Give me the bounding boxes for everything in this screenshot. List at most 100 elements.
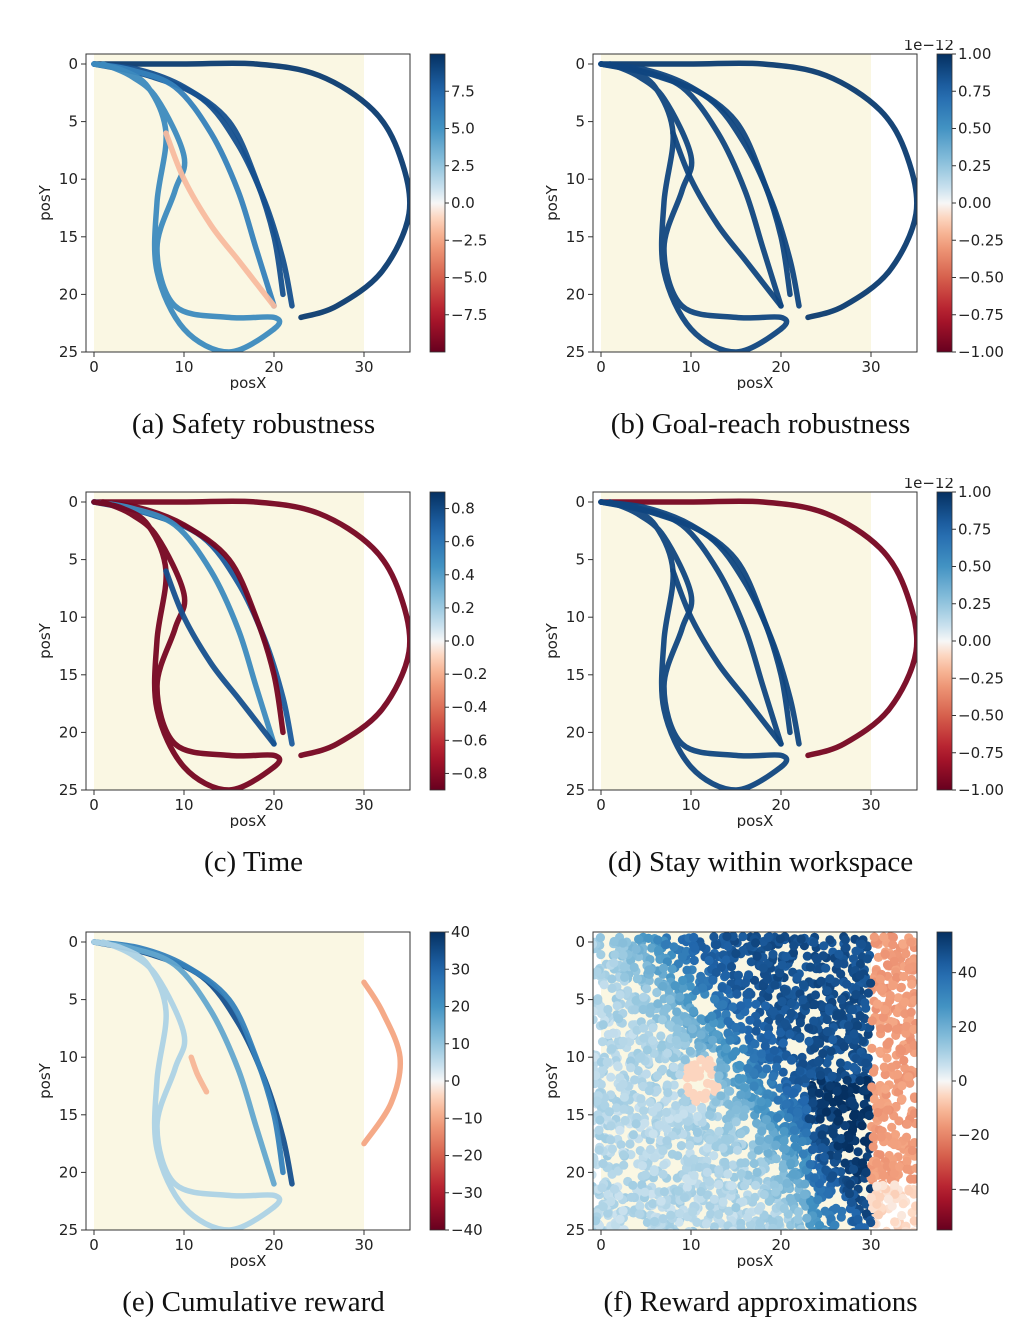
- chart-f-point: [727, 1181, 737, 1191]
- chart-f-point: [892, 1024, 902, 1034]
- chart-f-point: [805, 1159, 815, 1169]
- chart-f-point: [658, 1169, 668, 1179]
- chart-f-point: [645, 1144, 656, 1155]
- chart-f-point: [840, 935, 850, 945]
- chart-f-point: [619, 962, 629, 972]
- chart-c-y-axis-label: posY: [36, 622, 54, 659]
- chart-a-colorbar-tick-label: 7.5: [451, 82, 475, 100]
- chart-c-colorbar-tick-label: 0.8: [451, 500, 475, 518]
- chart-f-colorbar-tick-label: 20: [958, 1018, 977, 1036]
- chart-f-point: [696, 1186, 706, 1197]
- chart-a-workspace-region: [94, 54, 364, 352]
- chart-b-trajectory-6: [670, 130, 784, 309]
- chart-f-point: [828, 1171, 838, 1181]
- chart-f-point: [728, 1051, 738, 1061]
- chart-f-point: [649, 1216, 660, 1227]
- chart-f-point: [867, 1016, 877, 1026]
- chart-f-point: [777, 960, 787, 970]
- chart-f-point: [899, 1055, 909, 1066]
- chart-f-point: [658, 963, 669, 973]
- chart-f-point: [639, 1023, 649, 1033]
- chart-f-point: [892, 972, 902, 983]
- chart-f-point: [765, 1053, 775, 1063]
- chart-c-trajectory-6: [163, 568, 277, 747]
- chart-f-point: [606, 1135, 616, 1145]
- chart-f-point: [647, 1227, 656, 1230]
- chart-f-point: [746, 957, 756, 967]
- chart-f-point: [666, 1210, 676, 1220]
- chart-d-plot-frame: [592, 491, 918, 791]
- chart-e-colorbar-tick-label: 30: [451, 960, 470, 978]
- chart-f-point: [867, 1043, 877, 1053]
- chart-a-trajectory-4: [91, 61, 277, 309]
- chart-f-point: [844, 1189, 855, 1199]
- panel-c: 0 10 20 30 0 5 10 15 20 25 posX posY 0.8 0.6 0.4 0.2 0.0…: [0, 478, 507, 888]
- chart-e-colorbar-tick-label: −30: [451, 1184, 483, 1202]
- chart-f-point: [644, 1086, 654, 1096]
- chart-f-point: [708, 975, 718, 985]
- chart-f-point: [593, 1015, 598, 1025]
- chart-f-point: [613, 1014, 624, 1024]
- chart-f-point: [603, 1004, 613, 1015]
- chart-f-point: [682, 1116, 692, 1126]
- chart-a-colorbar-tick-label: −5.0: [451, 269, 487, 287]
- chart-f-point: [633, 952, 644, 962]
- chart-f-point: [771, 1140, 781, 1150]
- chart-b-y-tick-label: 0: [575, 55, 585, 73]
- chart-f-point: [749, 1053, 759, 1064]
- chart-f-point: [744, 1033, 754, 1043]
- chart-f-point: [903, 1072, 914, 1082]
- chart-f-point: [659, 1160, 669, 1170]
- chart-f-point: [781, 1099, 791, 1109]
- chart-f-point: [814, 1088, 824, 1098]
- chart-f-point: [593, 1078, 600, 1089]
- chart-f-point: [818, 951, 828, 961]
- chart-f-point: [889, 956, 899, 966]
- chart-f-point: [800, 1179, 810, 1189]
- chart-f-point: [665, 994, 675, 1004]
- chart-c-y-tick-label: 20: [59, 723, 78, 741]
- chart-f-point: [723, 941, 733, 951]
- chart-f-point: [789, 941, 799, 951]
- chart-f-point: [673, 959, 683, 969]
- chart-f-point: [662, 1124, 672, 1134]
- chart-f-point: [909, 1227, 917, 1230]
- chart-f-x-axis-label: posX: [737, 1252, 774, 1268]
- chart-f-point: [749, 1081, 759, 1091]
- chart-f-point: [827, 1071, 837, 1081]
- chart-f-point: [628, 1180, 638, 1190]
- chart-f-point: [882, 1053, 892, 1063]
- chart-f-point: [683, 1157, 693, 1167]
- chart-f-point: [825, 974, 835, 984]
- chart-f-point: [723, 1028, 733, 1038]
- chart-c-x-tick-label: 30: [354, 796, 373, 814]
- chart-f-point: [682, 965, 692, 975]
- chart-f-point: [807, 1145, 818, 1155]
- chart-f-point: [833, 1116, 843, 1126]
- chart-f-point: [672, 1024, 682, 1034]
- chart-f-point: [869, 932, 879, 942]
- chart-f-y-tick-label: 25: [566, 1221, 585, 1239]
- chart-f-point: [662, 1048, 673, 1058]
- chart-f-point: [696, 1014, 706, 1024]
- chart-e-trajectory-5: [188, 1054, 210, 1095]
- chart-f-point: [882, 960, 893, 970]
- chart-c-y-tick-label: 10: [59, 608, 78, 626]
- chart-f-point: [820, 1227, 830, 1230]
- chart-b-x-tick-label: 10: [681, 358, 700, 376]
- chart-f-point: [875, 974, 885, 984]
- chart-f-point: [899, 971, 909, 982]
- chart-f-point: [880, 1084, 890, 1094]
- chart-f-point: [776, 1027, 786, 1038]
- chart-f-point: [657, 1015, 668, 1025]
- chart-f-point: [704, 955, 714, 966]
- chart-f-point: [723, 1121, 734, 1131]
- chart-f-point: [836, 1134, 846, 1144]
- panel-e: 0 10 20 30 0 5 10 15 20 25 posX posY 40 30 20 10 0 −10 −20…: [0, 918, 507, 1328]
- chart-e-colorbar-tick-label: 40: [451, 923, 470, 941]
- chart-f-point: [876, 1024, 886, 1034]
- chart-f-point: [777, 997, 787, 1007]
- chart-f-point: [800, 1095, 810, 1105]
- chart-f-point: [804, 1036, 814, 1046]
- chart-f-point: [607, 983, 617, 993]
